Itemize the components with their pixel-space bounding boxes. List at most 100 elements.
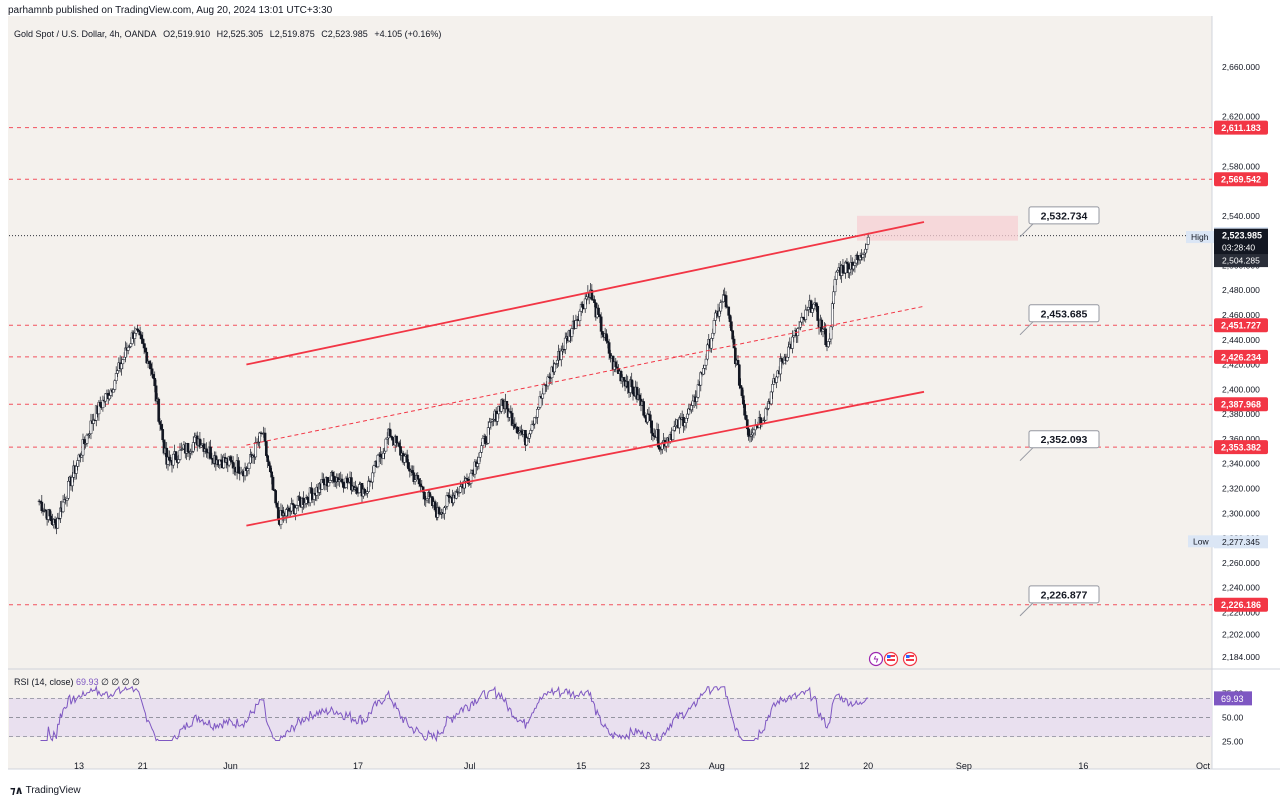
candle-body <box>856 255 859 261</box>
candle-body <box>229 456 232 461</box>
candle-body <box>815 302 818 307</box>
candle-body <box>785 356 789 361</box>
candle-body <box>76 460 80 467</box>
high-marker-label: High <box>1191 232 1209 242</box>
tradingview-brand: TradingView <box>25 785 81 796</box>
candle-body <box>812 303 816 309</box>
candle-body <box>254 442 258 458</box>
candle-body <box>759 417 762 424</box>
candle-body <box>739 385 742 388</box>
candle-body <box>61 501 65 513</box>
candle-body <box>686 413 689 419</box>
candle-body <box>133 333 137 339</box>
candle-body <box>642 401 646 416</box>
rsi-label[interactable]: RSI (14, close) <box>14 677 74 687</box>
candle-body <box>598 314 602 318</box>
candle-body <box>266 455 270 462</box>
candle-body <box>413 479 417 482</box>
candle-body <box>711 332 715 339</box>
candle-body <box>752 429 756 434</box>
candle-body <box>275 502 279 508</box>
tradingview-logo[interactable]: ⁊∧ TradingView <box>10 784 81 797</box>
candle-body <box>683 422 687 427</box>
candle-body <box>807 307 810 310</box>
candle-body <box>780 358 784 362</box>
candle-body <box>327 482 331 487</box>
candle-body <box>199 445 203 448</box>
candle-body <box>138 331 142 336</box>
candle-body <box>706 344 709 360</box>
candle-body <box>651 432 655 436</box>
candle-body <box>740 387 744 396</box>
candle-body <box>864 248 867 254</box>
candle-body <box>509 411 513 414</box>
candle-body <box>501 399 505 406</box>
candle-body <box>167 456 171 461</box>
candle-body <box>56 517 60 529</box>
candle-body <box>650 420 653 434</box>
candle-body <box>144 347 147 353</box>
level-price-label: 2,426.234 <box>1221 352 1261 362</box>
candle-body <box>804 309 808 320</box>
rsi-value-badge-label: 69.93 <box>1221 694 1244 704</box>
time-tick-label: Sep <box>956 761 972 771</box>
candle-body <box>699 372 703 386</box>
candle-body <box>478 452 482 458</box>
close-value: C2,523.985 <box>321 29 368 39</box>
candle-body <box>271 476 275 491</box>
candle-body <box>258 432 262 443</box>
candle-body <box>484 436 487 445</box>
candle-body <box>691 400 695 406</box>
rsi-legend: RSI (14, close) 69.93 ∅ ∅ ∅ ∅ <box>14 677 140 688</box>
candle-body <box>53 519 57 524</box>
chart-area[interactable] <box>8 16 1212 769</box>
callout-pointer <box>1019 222 1035 238</box>
callout-label: 2,226.877 <box>1041 589 1088 601</box>
candle-body <box>405 454 409 463</box>
candle-body <box>433 501 437 511</box>
time-tick-label: Jun <box>223 761 238 771</box>
candle-body <box>553 363 556 373</box>
candle-body <box>328 480 332 483</box>
candle-body <box>751 432 754 436</box>
candle-body <box>267 461 271 467</box>
open-value: O2,519.910 <box>163 29 211 39</box>
price-tick-label: 2,400.000 <box>1222 384 1260 394</box>
candle-body <box>477 457 481 464</box>
last-price-badge <box>1214 228 1268 255</box>
low-marker-label: Low <box>1193 536 1209 546</box>
callout-pointer <box>1019 601 1035 617</box>
candle-body <box>237 460 240 474</box>
change-value: +4.105 (+0.16%) <box>374 29 442 39</box>
symbol-name[interactable]: Gold Spot / U.S. Dollar, 4h, OANDA <box>14 29 157 39</box>
candle-body <box>486 427 490 444</box>
flag-stripe-icon <box>887 659 895 661</box>
price-tick-label: 2,202.000 <box>1222 630 1260 640</box>
candle-body <box>824 328 828 345</box>
candle-body <box>829 326 833 340</box>
candle-body <box>371 472 374 483</box>
price-tick-label: 2,260.000 <box>1222 558 1260 568</box>
candle-body <box>114 373 118 381</box>
price-axis[interactable] <box>1212 16 1280 769</box>
candle-body <box>306 497 309 500</box>
candle-body <box>403 455 406 463</box>
candle-body <box>74 466 78 474</box>
level-price-badge <box>1214 318 1268 333</box>
channel-middle-line <box>246 305 925 446</box>
candle-body <box>126 347 130 351</box>
candle-body <box>703 364 707 369</box>
flag-stripe-icon <box>906 659 914 661</box>
candle-body <box>505 400 509 409</box>
candle-body <box>671 429 675 440</box>
candle-body <box>559 350 563 360</box>
candle-body <box>270 471 273 478</box>
last-price-label: 2,523.985 <box>1222 231 1262 241</box>
price-tick-label: 2,540.000 <box>1222 211 1260 221</box>
publisher-text: parhamnb published on TradingView.com, A… <box>8 5 333 16</box>
candle-body <box>332 475 336 483</box>
level-price-badge <box>1214 120 1268 135</box>
price-tick-label: 2,480.000 <box>1222 285 1260 295</box>
candle-body <box>791 336 794 349</box>
